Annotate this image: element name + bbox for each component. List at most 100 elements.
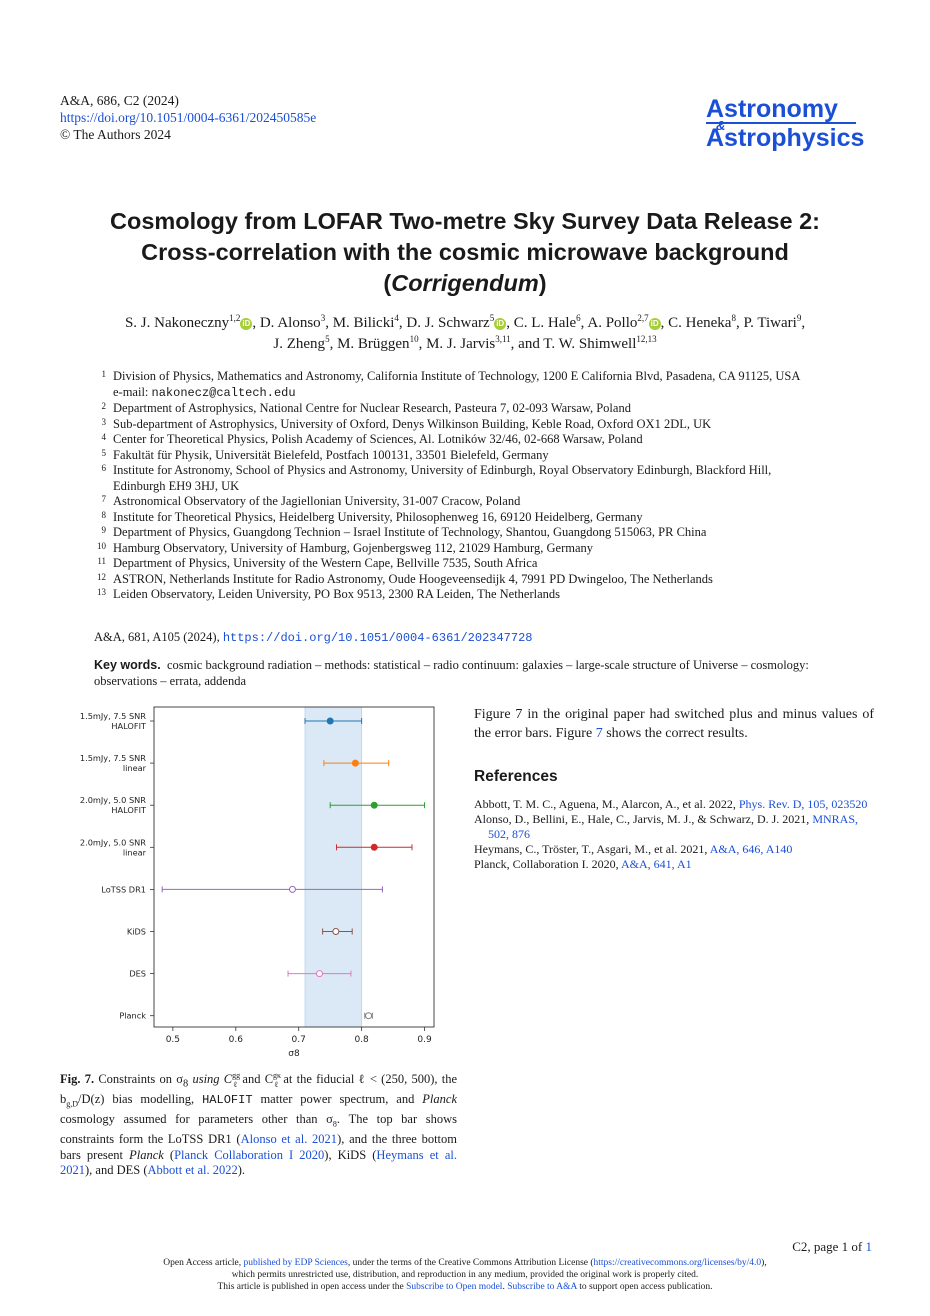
author-affiliation-ref: 4 bbox=[394, 313, 399, 323]
reference-link[interactable]: A&A, 641, A1 bbox=[620, 857, 692, 872]
s2o-link[interactable]: Subscribe to Open model bbox=[406, 1282, 503, 1292]
caption-link-heymans[interactable]: Heymans et al. 2021 bbox=[60, 1147, 457, 1178]
reference-item: Heymans, C., Tröster, T., Asgari, M., et… bbox=[474, 841, 793, 856]
title-line-3: (Corrigendum) bbox=[383, 270, 547, 296]
reference-item: Planck, Collaboration I. 2020, A&A, 641,… bbox=[474, 857, 692, 872]
author: A. Pollo2,7iD, bbox=[587, 313, 669, 332]
affiliation-number: 5 bbox=[101, 447, 107, 458]
data-point bbox=[332, 928, 340, 935]
author-name: P. Tiwari bbox=[743, 315, 797, 331]
affiliation-item: 12 ASTRON, Netherlands Institute for Radi… bbox=[94, 572, 814, 588]
orcid-icon[interactable]: iD bbox=[494, 318, 507, 330]
figure-7-link[interactable]: 7 bbox=[595, 725, 603, 741]
data-point bbox=[370, 801, 378, 809]
email-link[interactable]: nakonecz@caltech.edu bbox=[151, 385, 296, 400]
author: M. J. Jarvis3,11, bbox=[426, 334, 519, 353]
author: S. J. Nakoneczny1,2iD, bbox=[124, 313, 260, 332]
affiliation-text: Fakultät für Physik, Universität Bielefe… bbox=[113, 447, 549, 462]
author-affiliation-ref: 3 bbox=[320, 313, 326, 323]
y-tick-label: 2.0mJy, 5.0 SNR bbox=[80, 795, 146, 805]
author-affiliation-ref: 10 bbox=[409, 334, 419, 344]
x-tick-label: 0.8 bbox=[354, 1035, 369, 1045]
reference-link[interactable]: Phys. Rev. D, 105, 023520 bbox=[738, 797, 868, 811]
author-name: A. Pollo bbox=[587, 315, 638, 331]
license-footer: Open Access article, published by EDP Sc… bbox=[163, 1258, 767, 1292]
reference-link[interactable]: A&A, 646, A140 bbox=[709, 841, 793, 856]
affiliation-text: Department of Physics, University of the… bbox=[113, 556, 538, 570]
affiliation-number: 11 bbox=[97, 556, 106, 566]
affiliation-number: 2 bbox=[101, 401, 107, 411]
affiliation-text: Astronomical Observatory of the Jagiello… bbox=[113, 494, 521, 508]
affiliation-item: 4 Center for Theoretical Physics, Polish … bbox=[94, 432, 814, 448]
author-name: D. Alonso bbox=[259, 315, 321, 331]
affiliation-text: Department of Physics, Guangdong Technio… bbox=[113, 525, 707, 539]
affiliation-item: 8 Institute for Theoretical Physics, Heid… bbox=[94, 510, 814, 526]
reference-link[interactable]: MNRAS, 502, 876 bbox=[488, 812, 858, 841]
orcid-icon[interactable]: iD bbox=[648, 318, 661, 330]
author-affiliation-ref: 3,11 bbox=[495, 334, 511, 344]
caption-link-planck[interactable]: Planck Collaboration I 2020 bbox=[174, 1147, 325, 1162]
author: P. Tiwari9, bbox=[743, 313, 806, 332]
x-axis-label: σ8 bbox=[288, 1049, 300, 1059]
edp-link[interactable]: published by EDP Sciences bbox=[243, 1258, 348, 1268]
affiliation-number: 8 bbox=[101, 509, 107, 520]
affiliation-number: 3 bbox=[101, 416, 107, 427]
data-point bbox=[370, 843, 378, 851]
affiliation-text: Institute for Theoretical Physics, Heide… bbox=[113, 509, 643, 524]
corrigendum-label: Corrigendum bbox=[391, 270, 539, 296]
subscribe-link[interactable]: Subscribe to A&A bbox=[507, 1282, 577, 1292]
author: D. Alonso3, bbox=[259, 313, 333, 332]
reference-band bbox=[305, 707, 362, 1027]
journal-logo[interactable]: Astronomy & Astrophysics bbox=[706, 96, 876, 151]
affiliation-list: 1 Division of Physics, Mathematics and As… bbox=[94, 369, 814, 603]
affiliation-item: 10 Hamburg Observatory, University of Ham… bbox=[94, 541, 814, 557]
x-tick-label: 0.5 bbox=[166, 1035, 180, 1045]
y-tick-label: 1.5mJy, 7.5 SNR bbox=[80, 711, 146, 721]
article-meta: A&A, 686, C2 (2024) https://doi.org/10.1… bbox=[60, 92, 316, 143]
y-tick-label: Planck bbox=[119, 1011, 146, 1021]
author-affiliation-ref: 2,7 bbox=[637, 313, 649, 323]
y-tick-label-sub: HALOFIT bbox=[111, 805, 147, 815]
caption-link-abbott[interactable]: Abbott et al. 2022 bbox=[147, 1163, 238, 1178]
affiliation-number: 10 bbox=[97, 540, 106, 551]
references-heading: References bbox=[474, 768, 558, 785]
author: C. L. Hale6, bbox=[513, 313, 588, 332]
cc-license-link[interactable]: https://creativecommons.org/licenses/by/… bbox=[593, 1258, 762, 1268]
author-name: J. Zheng bbox=[273, 336, 326, 352]
y-tick-label: 1.5mJy, 7.5 SNR bbox=[80, 753, 146, 763]
keywords-text: cosmic background radiation – methods: s… bbox=[94, 658, 809, 688]
author-name: M. Bilicki bbox=[332, 315, 395, 331]
affiliation-number: 1 bbox=[101, 369, 107, 379]
affiliation-item: 7 Astronomical Observatory of the Jagiell… bbox=[94, 494, 814, 510]
title-line-2: Cross-correlation with the cosmic microw… bbox=[141, 239, 789, 265]
logo-rule bbox=[706, 122, 856, 124]
x-tick-label: 0.7 bbox=[292, 1035, 306, 1045]
affiliation-text: Leiden Observatory, Leiden University, P… bbox=[113, 587, 561, 601]
page-number: C2, page 1 of 1 bbox=[792, 1239, 873, 1254]
author-affiliation-ref: 5 bbox=[489, 313, 495, 323]
original-doi-link[interactable]: https://doi.org/10.1051/0004-6361/202347… bbox=[222, 631, 533, 645]
doi-link[interactable]: https://doi.org/10.1051/0004-6361/202450… bbox=[60, 110, 317, 125]
x-tick-label: 0.6 bbox=[229, 1035, 244, 1045]
author-name: D. J. Schwarz bbox=[406, 315, 490, 331]
data-point bbox=[288, 885, 296, 893]
author-name: S. J. Nakoneczny bbox=[124, 315, 230, 331]
affiliation-text: Division of Physics, Mathematics and Ast… bbox=[113, 369, 801, 383]
affiliation-item: 11 Department of Physics, University of t… bbox=[94, 556, 814, 572]
title-line-1: Cosmology from LOFAR Two-metre Sky Surve… bbox=[110, 208, 820, 234]
affiliation-text: Sub-department of Astrophysics, Universi… bbox=[113, 416, 712, 431]
author: D. J. Schwarz5iD, bbox=[406, 313, 514, 332]
author-name: C. Heneka bbox=[668, 315, 732, 331]
caption-label: Fig. 7. bbox=[60, 1072, 95, 1086]
affiliation-number: 7 bbox=[101, 494, 107, 504]
reference-item: Abbott, T. M. C., Aguena, M., Alarcon, A… bbox=[474, 797, 868, 811]
paper-title: Cosmology from LOFAR Two-metre Sky Surve… bbox=[40, 206, 890, 299]
orcid-icon[interactable]: iD bbox=[240, 318, 253, 330]
keywords-label: Key words. bbox=[94, 658, 161, 672]
caption-link-alonso[interactable]: Alonso et al. 2021 bbox=[240, 1132, 338, 1147]
reference-item: Alonso, D., Bellini, E., Hale, C., Jarvi… bbox=[474, 812, 858, 841]
author: M. Brüggen10, bbox=[337, 334, 427, 353]
page-total-link[interactable]: 1 bbox=[865, 1239, 873, 1254]
affiliation-text: Institute for Astronomy, School of Physi… bbox=[113, 463, 772, 493]
